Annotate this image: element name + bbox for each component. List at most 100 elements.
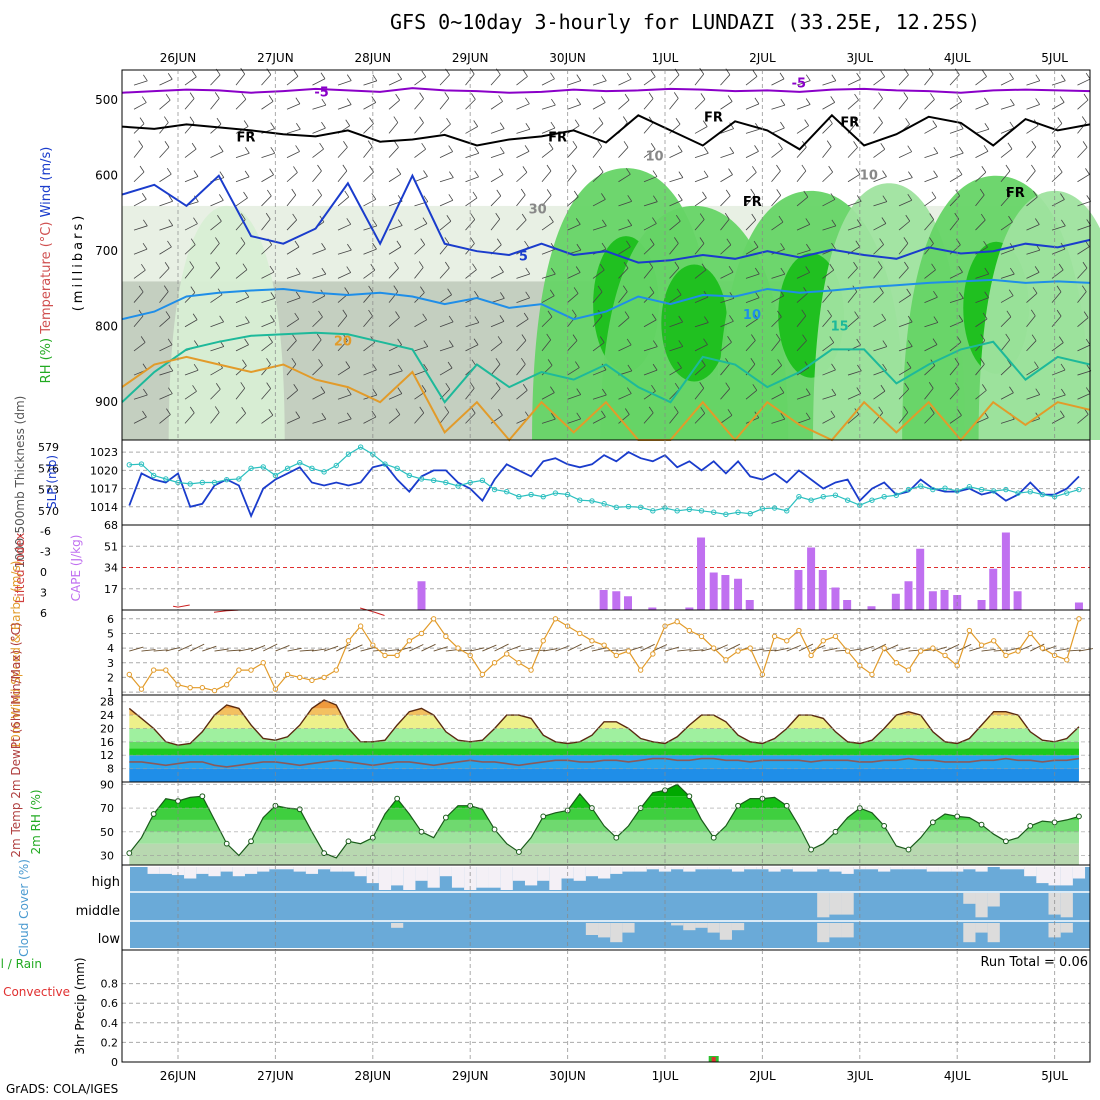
thickness-marker bbox=[236, 476, 242, 482]
wind-speed-marker bbox=[479, 671, 486, 678]
wind-barb-flag bbox=[958, 315, 964, 322]
wind-barb-flag bbox=[651, 313, 657, 321]
wind-barb-flag bbox=[853, 261, 858, 269]
wind-barb bbox=[159, 78, 173, 86]
wind-barb bbox=[363, 416, 377, 424]
wind-barb bbox=[261, 218, 271, 231]
wind-barb-flag bbox=[572, 334, 578, 341]
wind-barb-flag bbox=[523, 70, 528, 77]
wind-barb-flag bbox=[726, 238, 732, 246]
wind-barb-flag bbox=[931, 263, 936, 271]
wind-barb bbox=[796, 80, 811, 86]
wind-barb bbox=[975, 219, 986, 231]
cloud-high-bar bbox=[488, 867, 501, 888]
thickness-tick: 570 bbox=[38, 505, 59, 518]
wind-barb-flag bbox=[163, 116, 169, 123]
wind-barb bbox=[1077, 317, 1089, 328]
wind-barb bbox=[388, 393, 402, 400]
wind-barb-flag bbox=[193, 217, 198, 224]
slp-tick: 1014 bbox=[90, 501, 118, 514]
wind-barb-flag bbox=[980, 358, 985, 365]
rh-marker bbox=[516, 849, 522, 855]
wind-barb bbox=[898, 243, 909, 255]
rh-marker bbox=[978, 821, 985, 828]
thickness-marker bbox=[333, 462, 339, 469]
wind-barb bbox=[312, 104, 326, 110]
wind-barb bbox=[541, 195, 552, 207]
wind-barb-flag bbox=[190, 238, 196, 245]
wind-barb-flag bbox=[240, 237, 246, 244]
wind-barb bbox=[261, 174, 274, 183]
cloud-low-bar bbox=[695, 923, 708, 928]
surface-wind-barb bbox=[433, 646, 448, 652]
wind-barb-flag bbox=[522, 166, 528, 173]
wind-barb-flag bbox=[575, 266, 581, 273]
surface-wind-barb bbox=[263, 643, 278, 652]
thickness-marker bbox=[504, 489, 510, 495]
wind-barb bbox=[873, 122, 883, 134]
wind-speed-marker bbox=[808, 652, 814, 659]
precip-tick: 0 bbox=[111, 1056, 118, 1069]
wind-barb-flag bbox=[471, 359, 477, 366]
wind-barb-flag bbox=[240, 382, 246, 389]
wind-barb-flag bbox=[1033, 190, 1038, 198]
wind-barb-flag bbox=[447, 288, 452, 295]
wind-barb bbox=[184, 412, 195, 424]
wind-speed-marker bbox=[418, 630, 425, 637]
surface-wind-barb bbox=[957, 643, 972, 652]
surface-wind-barb bbox=[750, 648, 765, 652]
wind-barb bbox=[847, 174, 861, 183]
cloud-mid-bar bbox=[817, 893, 830, 918]
cape-tick: 17 bbox=[104, 583, 118, 596]
wind-barb bbox=[312, 392, 326, 400]
wind-barb-flag bbox=[678, 340, 684, 347]
thickness-marker bbox=[808, 497, 814, 503]
wind-barb-flag bbox=[164, 262, 170, 269]
wind-barb bbox=[414, 148, 426, 158]
rh-marker bbox=[1003, 838, 1009, 845]
wind-barb bbox=[847, 267, 858, 279]
wind-barb-flag bbox=[602, 219, 607, 227]
rh-marker bbox=[394, 795, 401, 802]
wind-barb-flag bbox=[932, 120, 938, 127]
thickness-marker bbox=[674, 508, 680, 514]
wind-barb-flag bbox=[933, 290, 938, 298]
wind-speed-marker bbox=[540, 638, 546, 644]
wind-barb-flag bbox=[1061, 219, 1066, 227]
wind-barb-flag bbox=[448, 145, 453, 152]
wind-barb bbox=[337, 196, 349, 207]
wind-barb bbox=[822, 146, 832, 158]
wind-barb bbox=[388, 246, 402, 255]
wind-barb bbox=[822, 315, 832, 327]
wind-barb-flag bbox=[395, 311, 400, 318]
wind-barb bbox=[235, 322, 250, 328]
wind-barb-flag bbox=[165, 311, 171, 318]
wind-barb-flag bbox=[347, 243, 352, 251]
wind-barb-flag bbox=[448, 315, 454, 323]
wind-barb-flag bbox=[626, 338, 632, 346]
wind-barb-flag bbox=[295, 267, 301, 275]
wind-barb-flag bbox=[268, 336, 273, 343]
wind-barb bbox=[873, 201, 887, 207]
wind-barb bbox=[771, 104, 785, 110]
wind-barb-flag bbox=[727, 409, 733, 416]
wind-barb bbox=[516, 389, 528, 400]
cape-bar bbox=[623, 596, 632, 610]
wind-barb bbox=[1051, 394, 1066, 400]
wind-barb-flag bbox=[1032, 287, 1038, 294]
wind-barb bbox=[159, 99, 171, 110]
thickness-marker bbox=[577, 497, 583, 503]
wind-barb-flag bbox=[189, 92, 195, 99]
wind-barb-flag bbox=[496, 238, 502, 245]
wind-barb bbox=[286, 273, 301, 279]
cloud-high-bar bbox=[610, 867, 623, 874]
wind-barb-flag bbox=[1009, 72, 1014, 80]
wind-barb bbox=[388, 370, 403, 376]
wind-barb-flag bbox=[371, 96, 377, 103]
cloud-high-bar bbox=[999, 867, 1012, 870]
wind-speed-marker bbox=[199, 684, 206, 691]
wind-barb bbox=[439, 294, 452, 303]
wind-barb-flag bbox=[470, 237, 475, 244]
date-label-bottom: 5JUL bbox=[1041, 1069, 1068, 1083]
cloud-high-bar bbox=[622, 867, 635, 872]
